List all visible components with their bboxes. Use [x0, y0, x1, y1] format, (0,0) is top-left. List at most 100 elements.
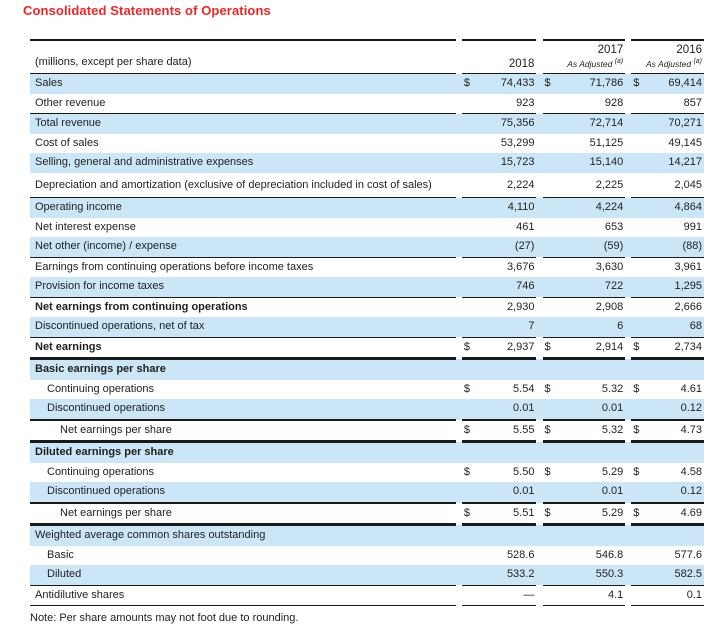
value-cell: 722 [556, 277, 626, 297]
currency-cell: $ [461, 418, 476, 442]
row-label: Antidilutive shares [30, 584, 456, 606]
column-spacer [455, 73, 462, 94]
value-cell: 0.01 [556, 482, 626, 503]
currency-cell: $ [631, 501, 646, 525]
value-cell: 2,937 [475, 336, 537, 359]
footnote-marker: (a) [614, 57, 624, 65]
value-cell: 546.8 [595, 548, 624, 561]
currency-cell [461, 565, 476, 585]
column-spacer [455, 482, 462, 503]
table-row: Net earnings $2,937 $2,914 $2,734 [30, 336, 704, 359]
value-cell: 51,125 [589, 136, 624, 149]
value-cell: 68 [645, 317, 704, 337]
value-cell: 928 [604, 96, 624, 109]
currency-cell [631, 317, 646, 337]
table-row: Discontinued operations, net of tax 7 6 68 [30, 317, 704, 337]
column-spacer [455, 277, 462, 297]
currency-cell [542, 584, 557, 606]
value-cell: 4.73 [645, 418, 704, 442]
value-cell: 1,295 [645, 277, 704, 297]
value-cell [556, 523, 626, 546]
year-label: 2018 [508, 57, 535, 70]
row-label: Earnings from continuing operations befo… [30, 256, 456, 277]
value-cell: 0.1 [645, 584, 704, 606]
currency-cell [631, 256, 646, 277]
value-cell: 15,723 [475, 153, 537, 173]
currency-cell: $ [461, 501, 476, 525]
currency-cell: $ [542, 336, 557, 359]
year-label: 2017 [597, 44, 624, 56]
currency-cell [461, 317, 476, 337]
table-row: Continuing operations $5.54 $5.32 $4.61 [30, 380, 704, 400]
column-spacer [625, 317, 632, 337]
column-spacer [536, 441, 543, 463]
row-label: Net earnings [30, 336, 456, 359]
currency-cell [542, 277, 557, 297]
value-cell: (59) [556, 237, 626, 257]
column-spacer [455, 358, 462, 380]
currency-cell [543, 173, 557, 198]
table-caption: (millions, except per share data) [30, 39, 456, 74]
row-label: Basic earnings per share [30, 357, 456, 380]
table-row: Discontinued operations 0.01 0.01 0.12 [30, 482, 704, 503]
value-cell: 550.3 [556, 565, 626, 585]
currency-cell [462, 94, 476, 114]
currency-cell [462, 173, 476, 198]
currency-cell [461, 482, 476, 503]
table-row: Cost of sales 53,299 51,125 49,145 [30, 134, 704, 154]
row-label: Net interest expense [35, 220, 136, 233]
currency-cell: $ [544, 465, 551, 478]
currency-cell: $ [542, 418, 557, 442]
value-cell: 4,864 [645, 197, 704, 218]
currency-cell: $ [633, 465, 640, 478]
footnote-marker: (a) [693, 57, 702, 65]
row-label: Operating income [30, 197, 456, 218]
value-cell [475, 523, 537, 546]
column-spacer [536, 153, 543, 173]
value-cell: 4.1 [556, 584, 626, 606]
column-spacer [536, 565, 543, 585]
value-cell: 533.2 [475, 565, 537, 585]
value-cell: 4,110 [475, 197, 537, 218]
value-cell: 2,045 [674, 178, 702, 191]
currency-cell [461, 113, 476, 134]
column-spacer [536, 524, 543, 546]
value-cell: 3,676 [475, 256, 537, 277]
currency-cell [462, 218, 476, 238]
value-cell [645, 523, 704, 546]
table-row: Net earnings per share $5.55 $5.32 $4.73 [30, 418, 704, 442]
table-row: Continuing operations $5.50 $5.29 $4.58 [30, 463, 704, 483]
row-label: Other revenue [35, 96, 106, 109]
currency-cell [461, 256, 476, 277]
value-cell [645, 440, 704, 463]
currency-cell [542, 113, 557, 134]
currency-cell [542, 523, 557, 546]
value-cell: 14,217 [645, 153, 704, 173]
value-cell: 0.01 [556, 399, 626, 420]
value-cell: 2,734 [645, 336, 704, 359]
currency-cell [631, 134, 645, 154]
value-cell: 53,299 [500, 136, 535, 149]
column-spacer [536, 277, 543, 297]
column-header-2017: 2017 As Adjusted (a) [542, 39, 626, 74]
value-cell [475, 440, 537, 463]
currency-cell [542, 482, 557, 503]
value-cell: 0.01 [475, 399, 537, 420]
currency-cell [631, 237, 646, 257]
row-label: Cost of sales [35, 136, 99, 149]
row-label: Discontinued operations, net of tax [30, 317, 456, 337]
currency-cell [542, 565, 557, 585]
value-cell: 49,145 [668, 136, 702, 149]
currency-cell: $ [631, 336, 646, 359]
table-row: Diluted earnings per share [30, 440, 704, 463]
currency-cell: $ [631, 418, 646, 442]
year-label: 2016 [676, 44, 702, 56]
value-cell: 2,225 [595, 178, 624, 191]
value-cell: 3,630 [556, 256, 626, 277]
column-spacer [625, 399, 632, 420]
column-spacer [625, 197, 632, 218]
currency-cell: $ [542, 501, 557, 525]
currency-cell [461, 584, 476, 606]
column-spacer [536, 197, 543, 218]
value-cell: 74,433 [475, 73, 537, 94]
